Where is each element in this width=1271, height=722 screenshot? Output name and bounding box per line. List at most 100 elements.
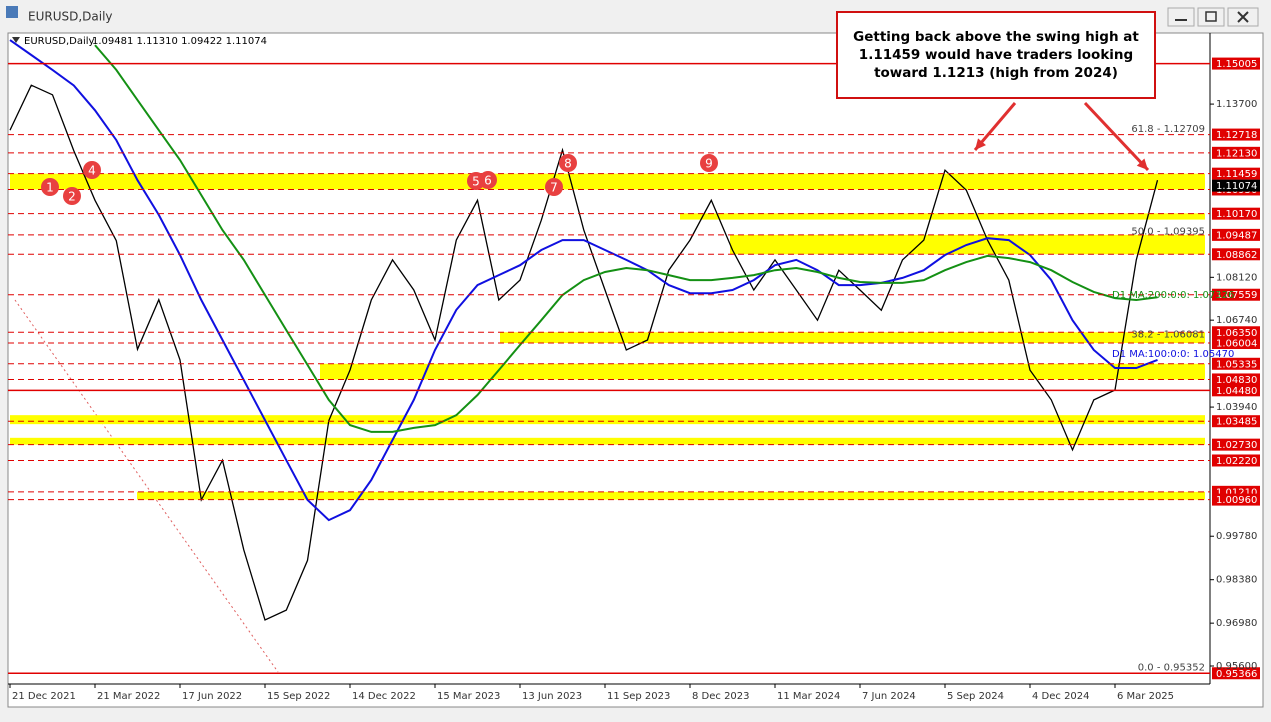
level-label-box: [1212, 373, 1260, 386]
fib-label: 0.0 - 0.95352: [1138, 663, 1205, 674]
swing-marker-label: 9: [705, 157, 713, 171]
support-resistance-zone: [10, 173, 1205, 190]
level-label-box: [1212, 337, 1260, 350]
level-label: 1.07559: [1216, 290, 1257, 301]
y-tick-label: 0.99780: [1216, 531, 1257, 542]
window-buttons[interactable]: [1167, 7, 1259, 27]
chart-subtitle: 1.09481 1.11310 1.09422 1.11074: [92, 36, 267, 47]
swing-marker-label: 6: [484, 174, 492, 188]
swing-marker: [83, 161, 101, 179]
swing-marker: [479, 171, 497, 189]
support-resistance-zone: [10, 415, 1205, 425]
level-label: 1.05335: [1216, 359, 1257, 370]
level-label-box: [1212, 438, 1260, 451]
level-label: 1.03485: [1216, 417, 1257, 428]
x-tick-label: 7 Jun 2024: [862, 691, 916, 702]
level-label: 1.10170: [1216, 209, 1257, 220]
swing-marker: [63, 187, 81, 205]
moving-average: [94, 44, 1158, 433]
moving-average: [9, 39, 1158, 522]
level-label-box: [1212, 415, 1260, 428]
swing-marker: [700, 154, 718, 172]
window-icon: [6, 6, 18, 18]
last-price-box: [1212, 179, 1260, 192]
level-label: 1.04480: [1216, 386, 1257, 397]
fib-label: 38.2 - 1.06081: [1131, 330, 1205, 341]
swing-marker: [41, 178, 59, 196]
series-label: D1 MA:200:0:0: 1.07326: [1112, 290, 1234, 301]
swing-marker-label: 1: [46, 181, 54, 195]
x-tick-label: 15 Mar 2023: [437, 691, 500, 702]
level-label: 1.06004: [1216, 339, 1257, 350]
level-label: 1.08862: [1216, 250, 1257, 261]
level-label: 1.12718: [1216, 130, 1257, 141]
y-tick-label: 1.03940: [1216, 402, 1257, 413]
header-arrow: [12, 37, 20, 43]
level-label-box: [1212, 357, 1260, 370]
level-label: 1.02730: [1216, 440, 1257, 451]
support-resistance-zone: [680, 213, 1205, 220]
level-label: 1.12130: [1216, 148, 1257, 159]
swing-marker-label: 8: [564, 157, 572, 171]
swing-marker-label: 2: [68, 190, 76, 204]
x-tick-label: 6 Mar 2025: [1117, 691, 1174, 702]
y-tick-label: 1.06740: [1216, 315, 1257, 326]
callout-arrowhead: [975, 138, 986, 150]
y-tick-label: 1.13700: [1216, 99, 1257, 110]
level-label: 1.06350: [1216, 328, 1257, 339]
level-label-box: [1212, 667, 1260, 680]
level-label-box: [1212, 167, 1260, 180]
level-label: 1.01210: [1216, 487, 1257, 498]
chart-title: EURUSD,Daily: [24, 36, 95, 47]
x-tick-label: 15 Sep 2022: [267, 691, 330, 702]
level-label-box: [1212, 57, 1260, 70]
x-tick-label: 4 Dec 2024: [1032, 691, 1090, 702]
level-label: 1.00960: [1216, 495, 1257, 506]
x-tick-label: 21 Dec 2021: [12, 691, 76, 702]
support-resistance-zone: [500, 332, 1205, 344]
swing-marker-label: 4: [88, 164, 96, 178]
y-tick-label: 0.98380: [1216, 575, 1257, 586]
x-tick-label: 5 Sep 2024: [947, 691, 1004, 702]
y-tick-label: 1.08120: [1216, 272, 1257, 283]
restore-button[interactable]: [1197, 7, 1225, 27]
fib-label: 61.8 - 1.12709: [1131, 124, 1205, 135]
series-label: D1 MA:100:0:0: 1.05470: [1112, 349, 1234, 360]
x-tick-label: 11 Sep 2023: [607, 691, 670, 702]
level-label: 1.04830: [1216, 375, 1257, 386]
level-label: 1.15005: [1216, 59, 1257, 70]
minimize-button[interactable]: [1167, 7, 1195, 27]
x-tick-label: 14 Dec 2022: [352, 691, 416, 702]
level-label-box: [1212, 248, 1260, 261]
level-label: 0.95366: [1216, 669, 1257, 680]
level-label: 1.02220: [1216, 456, 1257, 467]
y-tick-label: 0.96980: [1216, 618, 1257, 629]
level-label-box: [1212, 384, 1260, 397]
level-label-box: [1212, 207, 1260, 220]
level-label-box: [1212, 228, 1260, 241]
x-tick-label: 8 Dec 2023: [692, 691, 750, 702]
swing-marker-label: 7: [550, 181, 558, 195]
callout-arrow: [1083, 101, 1150, 172]
last-price-label: 1.11074: [1216, 181, 1257, 192]
support-resistance-zone: [10, 437, 1205, 445]
callout: Getting back above the swing high at 1.1…: [836, 11, 1156, 99]
support-resistance-zone: [137, 491, 1205, 500]
fib-label: 50.0 - 1.09395: [1131, 227, 1205, 238]
x-tick-label: 17 Jun 2022: [182, 691, 242, 702]
level-label-box: [1212, 454, 1260, 467]
window-title: EURUSD,Daily: [28, 10, 113, 24]
level-label: 1.11459: [1216, 169, 1257, 180]
x-tick-label: 13 Jun 2023: [522, 691, 582, 702]
level-label-box: [1212, 128, 1260, 141]
fib-trendline: [14, 299, 279, 673]
level-label: 1.09487: [1216, 230, 1257, 241]
level-label-box: [1212, 288, 1260, 301]
level-label-box: [1212, 493, 1260, 506]
y-tick-label: 0.95600: [1216, 661, 1257, 672]
level-label-box: [1212, 326, 1260, 339]
swing-marker-label: 5: [472, 175, 480, 189]
callout-arrowhead: [1136, 158, 1148, 170]
